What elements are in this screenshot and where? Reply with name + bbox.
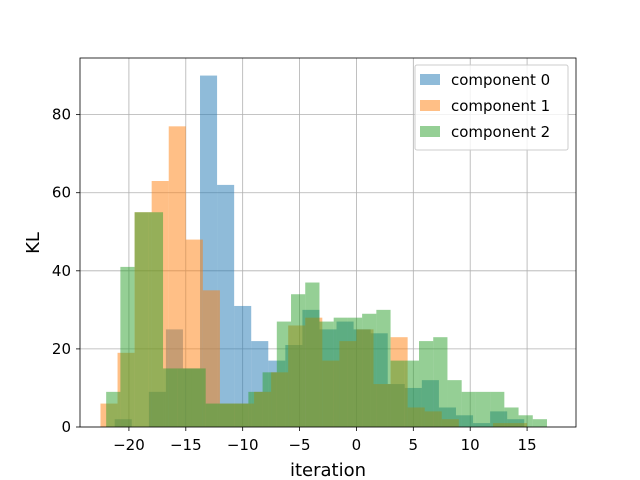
x-tick-label: −20 [113,436,145,454]
x-tick-label: −15 [170,436,202,454]
legend-label: component 2 [451,123,550,141]
x-tick-label: 10 [461,436,480,454]
histogram-bar [305,282,320,427]
histogram-bar [447,380,462,427]
histogram-bar [217,184,235,427]
histogram-bar [106,391,121,427]
grid [80,58,576,428]
legend-label: component 0 [451,71,550,89]
axis-ticks: −20 −15 −10 −5 0 5 10 15 0 20 40 60 80 [52,106,537,454]
histogram-bar [276,321,292,427]
legend: component 0 component 1 component 2 [414,64,569,151]
histogram-bar [490,391,505,427]
histogram-bar [177,368,192,427]
y-tick-label: 60 [52,184,71,202]
x-tick-label: 5 [409,436,419,454]
histogram-bar [362,313,377,427]
y-axis-label: KL [23,232,44,254]
histogram-bar [291,294,306,427]
histogram-bar [532,419,547,427]
histogram-bar [433,337,448,427]
histogram-bar [504,407,519,427]
histogram-bar [376,309,391,427]
series-2-bars [106,212,547,427]
legend-swatch [420,100,440,111]
histogram-bar [134,212,149,427]
legend-swatch [420,74,440,85]
legend-frame [414,64,569,151]
histogram-bar [202,290,220,427]
histogram-bar [419,341,434,427]
y-tick-label: 40 [52,262,71,280]
x-tick-label: 15 [518,436,537,454]
histogram-bar [404,360,420,427]
histogram-bar [120,266,135,427]
y-tick-label: 20 [52,340,71,358]
histogram-bar [148,212,164,427]
legend-swatch [420,126,440,137]
histogram-bar [219,403,235,427]
histogram-bar [262,372,277,427]
y-tick-label: 80 [52,106,71,124]
histogram-bar [248,391,263,427]
legend-label: component 1 [451,97,550,115]
x-axis-label: iteration [290,460,366,480]
x-tick-label: −5 [288,436,310,454]
y-tick-label: 0 [61,418,71,436]
histogram-bar [234,305,252,427]
histogram-bar [163,368,178,427]
plot-frame [79,57,577,428]
histogram-bar [234,403,249,427]
histogram-bar [168,126,186,427]
histogram-bar [518,415,533,427]
histogram-bar [475,391,491,427]
histogram-bar [205,403,220,427]
histogram-bar [319,321,334,427]
histogram-bar [333,317,348,427]
bars [100,75,547,428]
histogram-bar [191,368,206,427]
histogram-bar [390,360,405,427]
x-tick-label: −10 [227,436,259,454]
x-tick-label: 0 [352,436,362,454]
histogram-bar [347,317,363,427]
histogram-bar [461,391,476,427]
